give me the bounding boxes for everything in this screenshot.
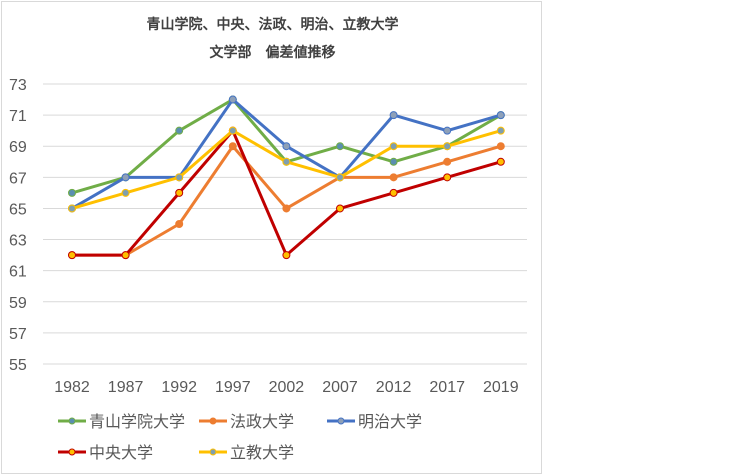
legend-item: 青山学院大学 bbox=[58, 412, 185, 431]
data-point bbox=[443, 157, 452, 166]
chart-title: 青山学院、中央、法政、明治、立教大学 bbox=[146, 17, 399, 33]
data-point bbox=[336, 204, 344, 213]
x-tick-label: 2017 bbox=[429, 379, 465, 396]
legend-label: 青山学院大学 bbox=[89, 412, 185, 431]
data-point bbox=[68, 188, 76, 197]
y-tick-label: 73 bbox=[9, 77, 27, 94]
data-point bbox=[68, 204, 76, 213]
data-point bbox=[389, 157, 398, 166]
series-4 bbox=[68, 126, 505, 213]
y-tick-label: 71 bbox=[9, 108, 27, 125]
data-point bbox=[282, 204, 291, 213]
x-tick-label: 2012 bbox=[376, 379, 412, 396]
data-point bbox=[443, 173, 452, 182]
legend-item: 法政大学 bbox=[199, 412, 294, 431]
data-point bbox=[282, 251, 291, 260]
data-point bbox=[121, 251, 130, 260]
y-tick-label: 61 bbox=[9, 264, 27, 281]
data-point bbox=[496, 142, 505, 151]
y-tick-label: 59 bbox=[9, 295, 27, 312]
data-point bbox=[175, 220, 184, 228]
series-line bbox=[71, 98, 502, 210]
y-axis-ticks: 55 57 59 61 63 65 67 69 71 73 bbox=[9, 77, 27, 374]
data-point bbox=[389, 173, 398, 182]
data-point bbox=[336, 142, 344, 151]
data-point bbox=[389, 111, 398, 120]
y-tick-label: 57 bbox=[9, 326, 27, 343]
gridlines bbox=[43, 83, 527, 365]
y-tick-label: 69 bbox=[9, 139, 27, 156]
chart-frame: 青山学院、中央、法政、明治、立教大学 文学部 偏差値推移 bbox=[1, 1, 542, 474]
legend-label: 中央大学 bbox=[89, 443, 153, 462]
x-tick-label: 1997 bbox=[215, 379, 251, 396]
data-point bbox=[443, 142, 452, 151]
data-point bbox=[389, 188, 398, 197]
data-point bbox=[175, 188, 184, 197]
data-point bbox=[68, 251, 76, 260]
x-tick-label: 1982 bbox=[54, 379, 90, 396]
legend-label: 法政大学 bbox=[230, 412, 294, 431]
data-point bbox=[121, 188, 130, 197]
legend-marker bbox=[68, 417, 76, 425]
data-point bbox=[336, 173, 344, 182]
x-tick-label: 2007 bbox=[322, 379, 358, 396]
legend-item: 立教大学 bbox=[199, 443, 294, 462]
data-point bbox=[175, 126, 184, 135]
y-tick-label: 63 bbox=[9, 233, 27, 250]
legend-marker bbox=[337, 417, 345, 425]
legend-marker bbox=[209, 417, 217, 425]
data-point bbox=[228, 126, 237, 135]
x-tick-label: 1987 bbox=[108, 379, 144, 396]
data-point bbox=[175, 173, 184, 182]
x-tick-label: 2002 bbox=[269, 379, 305, 396]
data-point bbox=[282, 142, 291, 151]
legend-marker bbox=[68, 448, 76, 456]
y-tick-label: 67 bbox=[9, 170, 27, 187]
legend-label: 明治大学 bbox=[358, 412, 422, 431]
y-tick-label: 65 bbox=[9, 201, 27, 218]
y-tick-label: 55 bbox=[9, 357, 27, 374]
series-lines bbox=[68, 95, 505, 260]
data-point bbox=[228, 95, 237, 104]
data-point bbox=[496, 126, 505, 135]
series-2 bbox=[68, 95, 505, 213]
legend-label: 立教大学 bbox=[230, 443, 294, 462]
data-point bbox=[228, 142, 237, 151]
legend-marker bbox=[209, 448, 217, 456]
data-point bbox=[496, 111, 505, 120]
legend-item: 中央大学 bbox=[58, 443, 153, 462]
data-point bbox=[121, 173, 130, 182]
x-tick-label: 1992 bbox=[161, 379, 197, 396]
chart-subtitle: 文学部 偏差値推移 bbox=[209, 45, 336, 61]
data-point bbox=[496, 157, 505, 166]
x-tick-label: 2019 bbox=[483, 379, 519, 396]
x-axis-ticks: 1982 1987 1992 1997 2002 2007 2012 2017 2019 bbox=[54, 379, 518, 396]
series-3 bbox=[68, 126, 505, 260]
legend-item: 明治大学 bbox=[327, 412, 422, 431]
data-point bbox=[282, 157, 291, 166]
data-point bbox=[389, 142, 398, 151]
data-point bbox=[443, 126, 452, 135]
